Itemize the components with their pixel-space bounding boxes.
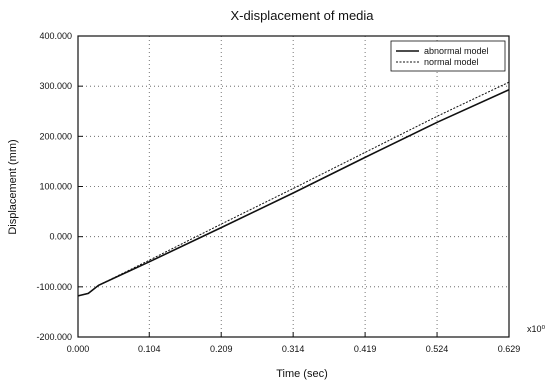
grid-lines: [78, 36, 509, 337]
x-tick-label-5: 0.524: [426, 344, 449, 354]
x-tick-label-0: 0.000: [67, 344, 90, 354]
series-line-normal-model: [77, 81, 510, 297]
tick-labels: 0.000 0.104 0.209 0.314 0.419 0.524 0.629 -200.…: [36, 31, 520, 354]
x-axis-exponent-label: x10⁰: [527, 324, 546, 334]
y-tick-label-1: -100.000: [36, 282, 72, 292]
y-axis-title: Displacement (mm): [7, 139, 19, 234]
y-tick-label-4: 200.000: [39, 131, 72, 141]
x-tick-label-2: 0.209: [210, 344, 233, 354]
x-axis-title: Time (sec): [276, 368, 328, 380]
legend-label-0: abnormal model: [424, 46, 489, 56]
x-tick-label-3: 0.314: [282, 344, 305, 354]
chart-title: X-displacement of media: [230, 8, 374, 23]
y-tick-label-6: 400.000: [39, 31, 72, 41]
legend-box: [390, 40, 506, 72]
x-tick-label-1: 0.104: [138, 344, 161, 354]
axes: [77, 35, 510, 338]
x-tick-label-6: 0.629: [498, 344, 521, 354]
y-tick-label-0: -200.000: [36, 332, 72, 342]
y-tick-label-5: 300.000: [39, 81, 72, 91]
legend-label-1: normal model: [424, 57, 479, 67]
y-tick-label-2: 0.000: [49, 232, 72, 242]
y-tick-label-3: 100.000: [39, 182, 72, 192]
x-tick-label-4: 0.419: [354, 344, 377, 354]
series-group: [77, 81, 510, 297]
